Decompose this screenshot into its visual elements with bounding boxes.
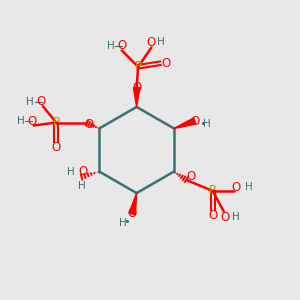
Text: H: H xyxy=(67,167,75,176)
Text: O: O xyxy=(232,181,241,194)
Text: H: H xyxy=(17,116,24,126)
Text: P: P xyxy=(209,184,216,197)
Text: P: P xyxy=(135,60,142,73)
Text: O: O xyxy=(208,209,217,222)
Text: O: O xyxy=(37,95,46,108)
Text: O: O xyxy=(186,170,196,183)
Polygon shape xyxy=(174,118,196,128)
Text: H: H xyxy=(119,218,127,228)
Text: O: O xyxy=(132,81,141,94)
Text: P: P xyxy=(53,116,60,129)
Text: O: O xyxy=(78,165,88,178)
Text: H: H xyxy=(26,97,34,107)
Text: O: O xyxy=(28,115,37,128)
Text: H: H xyxy=(232,212,240,222)
Text: H: H xyxy=(78,181,86,191)
Text: O: O xyxy=(117,40,126,52)
Text: H: H xyxy=(157,37,165,47)
Polygon shape xyxy=(134,88,140,107)
Text: O: O xyxy=(128,207,137,220)
Polygon shape xyxy=(129,193,136,214)
Text: O: O xyxy=(190,115,200,128)
Text: O: O xyxy=(147,36,156,49)
Text: H: H xyxy=(203,119,211,129)
Text: O: O xyxy=(85,118,94,131)
Text: O: O xyxy=(161,57,170,70)
Text: O: O xyxy=(221,211,230,224)
Text: H: H xyxy=(245,182,253,192)
Text: H: H xyxy=(106,41,114,51)
Text: O: O xyxy=(52,141,61,154)
